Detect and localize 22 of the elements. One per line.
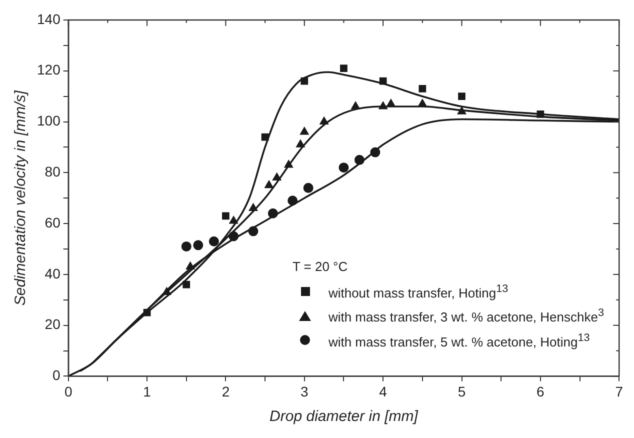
y-tick-label: 80 xyxy=(44,164,61,180)
x-tick-label: 5 xyxy=(458,383,466,400)
x-tick-label: 2 xyxy=(222,383,230,400)
legend-label: without mass transfer, Hoting$^{13}$ xyxy=(328,282,508,302)
y-tick-label: 100 xyxy=(37,112,61,129)
x-tick-label: 0 xyxy=(64,383,72,400)
y-axis-title: Sedimentation velocity in [mm/s] xyxy=(12,90,30,306)
x-tick-label: 7 xyxy=(615,383,624,400)
x-tick-label: 6 xyxy=(536,383,545,400)
x-tick-label: 4 xyxy=(379,383,388,400)
x-tick-label: 1 xyxy=(143,383,152,400)
legend-label: with mass transfer, 3 wt. % acetone, Henschke$^{3}$ xyxy=(328,306,604,327)
y-tick-label: 60 xyxy=(44,214,61,230)
legend-label: with mass transfer, 5 wt. % acetone, Hoting$^{13}$ xyxy=(328,330,590,352)
x-tick-label: 3 xyxy=(300,383,308,400)
x-axis-title: Drop diameter in [mm] xyxy=(270,408,419,426)
y-tick-label: 40 xyxy=(44,265,61,282)
legend-title: T = 20 °C xyxy=(292,258,349,276)
y-tick-label: 20 xyxy=(44,316,61,332)
y-tick-label: 140 xyxy=(37,10,61,27)
y-tick-label: 120 xyxy=(37,62,61,78)
y-tick-label: 0 xyxy=(52,367,61,384)
